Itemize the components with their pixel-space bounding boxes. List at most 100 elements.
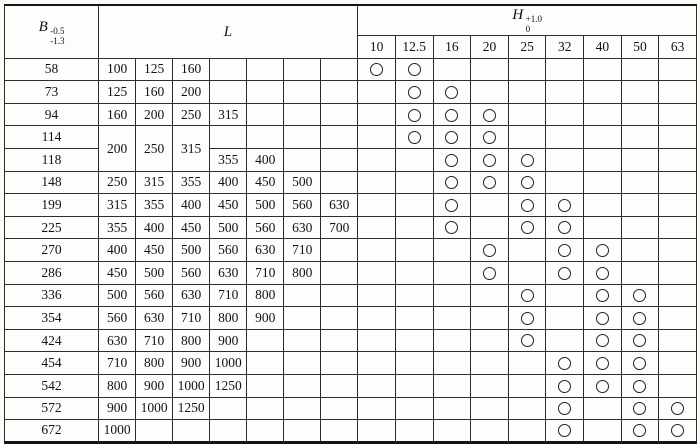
b-value-cell: 94 [3,102,100,127]
table-row: 225 355 400 450 500 560 630 700 [3,215,697,240]
l-empty-cell [209,396,248,421]
h-marked-cell [470,261,509,285]
l-empty-cell [209,419,248,443]
table-row: 354 560 630 710 800 900 [3,306,697,330]
h-marked-cell [583,306,622,330]
h-empty-cell [394,396,434,421]
h-marked-cell [394,125,434,150]
h-empty-cell [357,102,396,127]
l-value-cell: 500 [135,261,174,285]
table-row: 199 315 355 400 450 500 560 630 [3,193,697,217]
circle-marker [482,108,496,122]
h-empty-cell [357,261,396,285]
circle-marker [482,266,496,280]
circle-marker [595,266,609,280]
h-marked-cell [658,419,697,443]
l-value-cell: 450 [172,215,211,240]
h-empty-cell [470,419,509,443]
h-marked-cell [507,283,547,308]
table-row: 118 355 400 [3,148,697,172]
l-value-cell: 900 [209,328,248,353]
l-value-cell: 250 [172,102,211,127]
h-empty-cell [470,57,509,82]
h-marked-cell [620,351,660,375]
h-empty-cell [658,80,697,104]
h-empty-cell [470,306,509,330]
h-empty-cell [507,351,547,375]
l-value-cell: 1250 [209,374,248,398]
h-column-header: 25 [507,34,547,59]
h-column-header: 50 [620,34,660,59]
circle-marker [633,424,647,438]
b-value-cell: 542 [3,374,100,398]
h-empty-cell [432,261,472,285]
l-value-cell: 160 [135,80,174,104]
h-empty-cell [507,125,547,150]
circle-marker [633,334,647,348]
b-value-cell: 199 [3,193,100,217]
table-row: 336 500 560 630 710 800 [3,283,697,308]
h-empty-cell [658,125,697,150]
h-empty-cell [620,238,660,263]
l-value-cell: 900 [98,396,137,421]
b-lower-deviation: -1.3 [50,35,65,46]
h-marked-cell [658,396,697,421]
circle-marker [520,334,534,348]
l-value-cell: 800 [283,261,322,285]
h-empty-cell [583,419,622,443]
l-empty-cell [320,238,359,263]
h-empty-cell [620,261,660,285]
h-empty-cell [507,396,547,421]
h-empty-cell [583,170,622,195]
h-empty-cell [507,419,547,443]
h-marked-cell [545,261,585,285]
h-empty-cell [583,215,622,240]
h-empty-cell [658,374,697,398]
b-value-cell: 672 [3,419,100,443]
h-empty-cell [357,283,396,308]
l-value-cell: 125 [98,80,137,104]
l-value-cell: 560 [246,215,285,240]
h-marked-cell [507,148,547,172]
l-empty-cell [246,328,285,353]
l-value-cell: 630 [98,328,137,353]
circle-marker [633,311,647,325]
l-empty-cell [246,80,285,104]
h-empty-cell [545,328,585,353]
circle-marker [407,108,421,122]
l-empty-cell [283,80,322,104]
b-symbol: B -0.5 -1.3 [38,18,65,46]
circle-marker [520,153,534,167]
l-value-cell: 710 [135,328,174,353]
h-marked-cell [507,170,547,195]
h-empty-cell [545,170,585,195]
l-value-cell: 710 [98,351,137,375]
h-empty-cell [357,374,396,398]
l-empty-cell [283,374,322,398]
l-empty-cell [320,419,359,443]
h-empty-cell [394,238,434,263]
h-column-header: 10 [357,34,396,59]
circle-marker [633,379,647,393]
b-value-cell: 270 [3,238,100,263]
h-empty-cell [545,148,585,172]
h-marked-cell [470,238,509,263]
h-empty-cell [583,125,622,150]
h-marked-cell [620,306,660,330]
h-marked-cell [432,215,472,240]
h-column-header: 20 [470,34,509,59]
h-empty-cell [507,102,547,127]
h-marked-cell [470,102,509,127]
l-value-cell: 315 [209,102,248,127]
l-empty-cell [246,125,285,150]
h-empty-cell [470,328,509,353]
l-value-cell: 355 [209,148,248,172]
h-marked-cell [583,374,622,398]
l-empty-cell [320,80,359,104]
b-value-cell: 73 [3,80,100,104]
l-value-cell: 630 [135,306,174,330]
l-empty-cell [320,102,359,127]
circle-marker [595,244,609,258]
l-empty-cell [320,328,359,353]
circle-marker [595,379,609,393]
